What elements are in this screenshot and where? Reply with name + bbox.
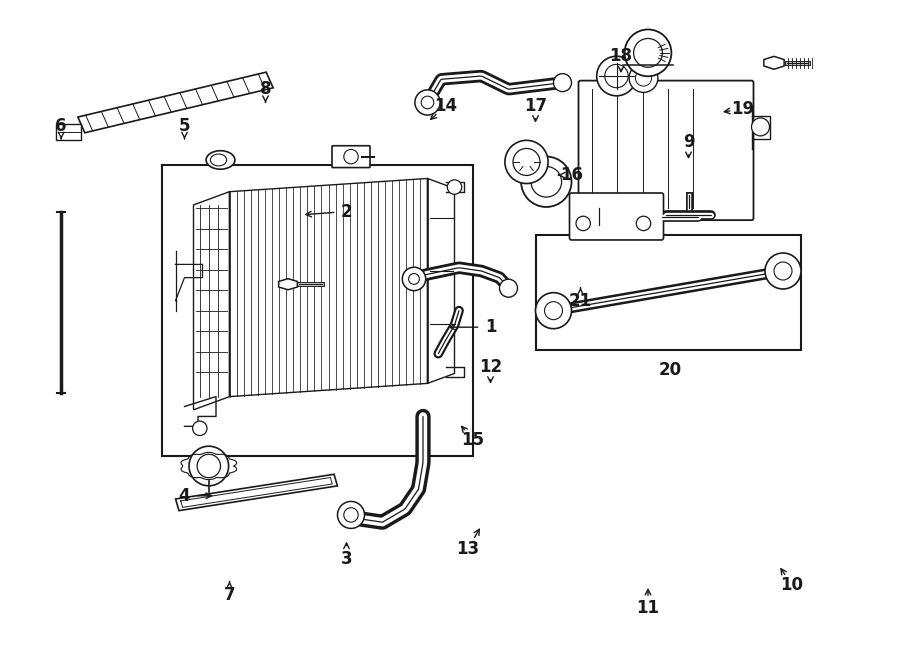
Circle shape	[344, 508, 358, 522]
Text: 6: 6	[56, 116, 67, 135]
Text: 7: 7	[224, 586, 235, 604]
Circle shape	[634, 38, 662, 67]
Text: 13: 13	[456, 539, 480, 558]
Circle shape	[402, 267, 426, 291]
Text: 20: 20	[659, 361, 682, 379]
Circle shape	[635, 70, 652, 86]
Circle shape	[447, 180, 462, 194]
Polygon shape	[428, 178, 454, 383]
Circle shape	[197, 454, 220, 478]
Text: 5: 5	[179, 116, 190, 135]
Polygon shape	[764, 56, 784, 69]
Circle shape	[193, 421, 207, 436]
Circle shape	[421, 96, 434, 109]
Text: 4: 4	[179, 486, 190, 505]
Circle shape	[521, 157, 572, 207]
Text: 2: 2	[341, 202, 352, 221]
Polygon shape	[56, 124, 81, 140]
Text: 3: 3	[341, 549, 352, 568]
Text: 18: 18	[609, 47, 633, 65]
Circle shape	[752, 118, 770, 136]
Circle shape	[636, 216, 651, 231]
Circle shape	[513, 149, 540, 175]
Circle shape	[765, 253, 801, 289]
Text: 19: 19	[731, 100, 754, 118]
Circle shape	[554, 73, 572, 92]
Circle shape	[774, 262, 792, 280]
Text: 8: 8	[260, 80, 271, 98]
Circle shape	[415, 90, 440, 115]
FancyBboxPatch shape	[332, 145, 370, 168]
Circle shape	[344, 149, 358, 164]
Circle shape	[629, 63, 658, 93]
Circle shape	[597, 56, 636, 96]
Text: 11: 11	[636, 599, 660, 617]
Circle shape	[505, 140, 548, 184]
Text: 1: 1	[485, 318, 496, 336]
Polygon shape	[230, 178, 428, 397]
Text: 15: 15	[461, 430, 484, 449]
Circle shape	[536, 293, 572, 329]
Circle shape	[544, 301, 562, 320]
Ellipse shape	[206, 151, 235, 169]
Text: 10: 10	[780, 576, 804, 594]
FancyBboxPatch shape	[536, 235, 801, 350]
Circle shape	[605, 64, 628, 88]
FancyBboxPatch shape	[570, 193, 663, 240]
Circle shape	[409, 274, 419, 284]
FancyBboxPatch shape	[162, 165, 472, 456]
Circle shape	[500, 279, 518, 297]
Polygon shape	[78, 72, 273, 133]
Polygon shape	[279, 279, 297, 290]
FancyBboxPatch shape	[579, 81, 753, 220]
Text: 12: 12	[479, 358, 502, 376]
Text: 17: 17	[524, 97, 547, 115]
Text: 16: 16	[560, 166, 583, 184]
Polygon shape	[194, 192, 230, 410]
Circle shape	[189, 446, 229, 486]
Text: 14: 14	[434, 97, 457, 115]
Polygon shape	[176, 474, 338, 511]
Circle shape	[576, 216, 590, 231]
Text: 21: 21	[569, 292, 592, 310]
Circle shape	[625, 30, 671, 76]
Circle shape	[338, 502, 364, 528]
Text: 9: 9	[683, 133, 694, 151]
Circle shape	[531, 167, 562, 197]
